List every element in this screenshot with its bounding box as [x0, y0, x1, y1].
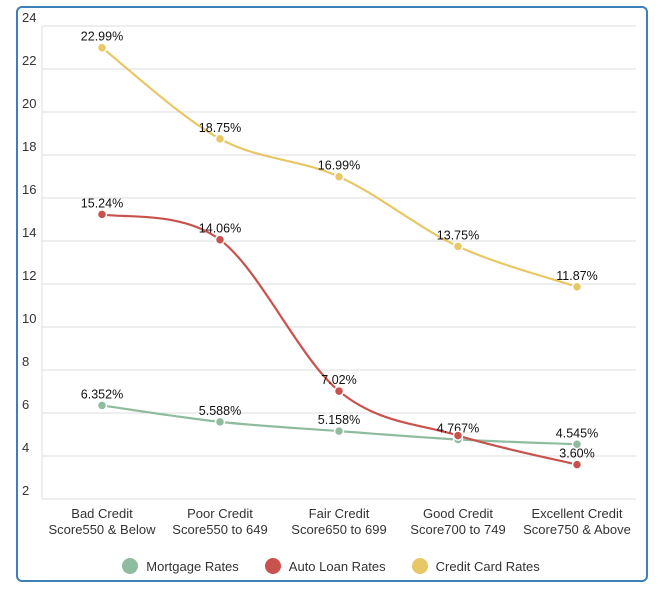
legend-item[interactable]: Mortgage Rates: [122, 558, 239, 574]
data-label: 15.24%: [81, 196, 123, 210]
data-label: 18.75%: [199, 121, 241, 135]
data-point: [333, 385, 345, 397]
legend-item[interactable]: Credit Card Rates: [411, 558, 540, 574]
data-point: [452, 241, 464, 252]
data-label: 5.158%: [318, 413, 360, 427]
y-tick-label: 22: [22, 53, 36, 68]
y-tick-label: 18: [22, 139, 36, 154]
data-label: 22.99%: [81, 30, 123, 44]
legend-marker-icon: [264, 558, 281, 574]
data-point: [333, 171, 345, 182]
x-tick-label: Bad Credit Score550 & Below: [49, 506, 157, 537]
legend-label: Credit Card Rates: [435, 558, 540, 574]
data-label: 4.545%: [556, 426, 598, 440]
data-label: 11.87%: [556, 269, 597, 283]
chart-frame: [16, 6, 648, 582]
data-point: [96, 209, 108, 220]
y-tick-label: 24: [22, 10, 36, 25]
data-point: [214, 133, 226, 145]
data-label: 14.06%: [199, 222, 241, 236]
data-label: 5.588%: [199, 404, 241, 418]
y-tick-label: 2: [22, 483, 29, 498]
legend-label: Auto Loan Rates: [288, 558, 386, 574]
data-point: [96, 400, 108, 411]
data-label: 3.60%: [559, 447, 594, 461]
chart-legend: Mortgage Rates Auto Loan Rates Credit Card…: [0, 558, 662, 574]
legend-item[interactable]: Auto Loan Rates: [264, 558, 386, 574]
y-tick-label: 6: [22, 397, 29, 412]
y-tick-label: 10: [22, 311, 36, 326]
y-tick-label: 20: [22, 96, 36, 111]
y-tick-label: 14: [22, 225, 36, 240]
data-point: [214, 416, 226, 428]
data-point: [571, 281, 583, 293]
x-tick-label: Good Credit Score700 to 749: [410, 506, 505, 537]
data-label: 4.767%: [437, 422, 479, 436]
data-point: [452, 430, 464, 441]
series-line: [101, 213, 578, 466]
x-tick-label: Excellent Credit Score750 & Above: [523, 506, 631, 537]
data-label: 13.75%: [437, 228, 479, 242]
data-point: [333, 425, 345, 437]
y-tick-label: 4: [22, 440, 29, 455]
data-point: [571, 439, 583, 450]
data-label: 6.352%: [81, 387, 123, 401]
data-label: 16.99%: [318, 159, 360, 173]
data-point: [214, 234, 226, 245]
legend-marker-icon: [411, 558, 428, 574]
data-point: [96, 42, 108, 53]
x-tick-label: Fair Credit Score650 to 699: [291, 506, 386, 537]
data-point: [571, 459, 583, 470]
x-tick-label: Poor Credit Score550 to 649: [172, 506, 267, 537]
y-tick-label: 16: [22, 182, 36, 197]
legend-marker-icon: [122, 558, 139, 574]
y-tick-label: 8: [22, 354, 29, 369]
y-tick-label: 12: [22, 268, 36, 283]
legend-label: Mortgage Rates: [146, 558, 239, 574]
data-label: 7.02%: [321, 373, 356, 387]
